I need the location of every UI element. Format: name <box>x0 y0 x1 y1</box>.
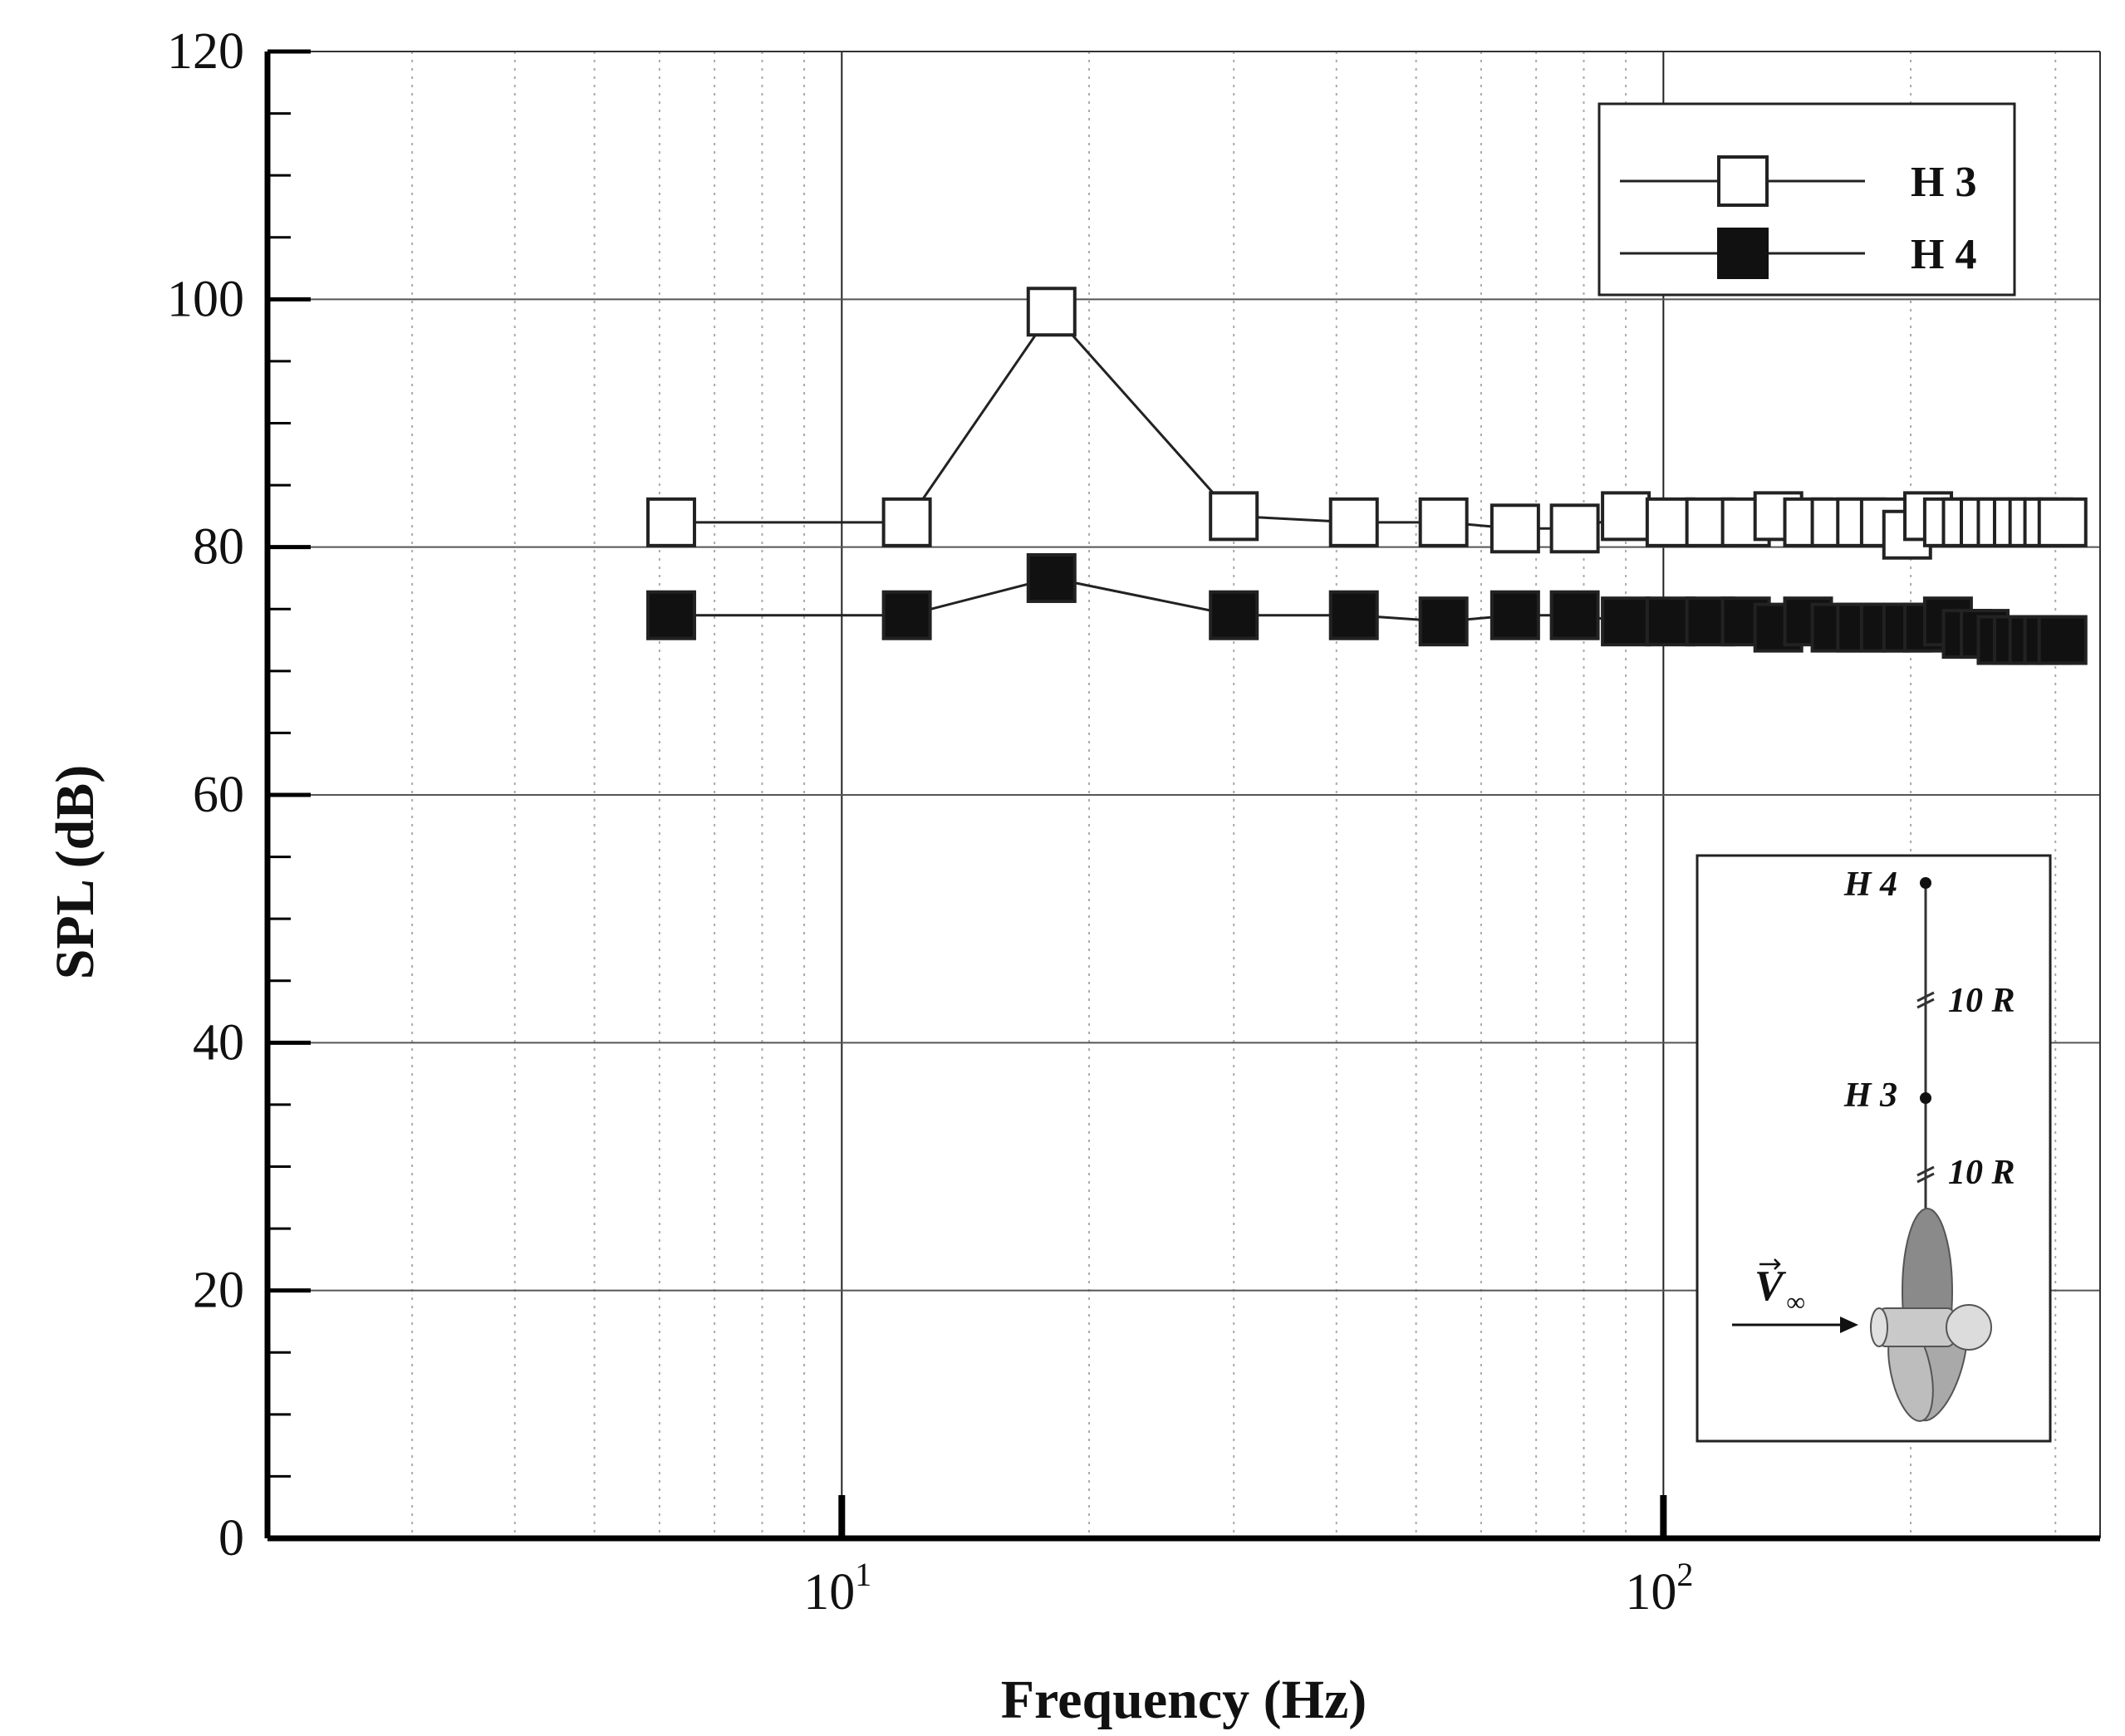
h3-data-point <box>1549 503 1600 554</box>
h3-data-point <box>1601 491 1651 542</box>
inset-arrow-head <box>1840 1317 1858 1333</box>
h4-data-point <box>1601 596 1651 647</box>
inset-break-lower <box>1916 1165 1935 1184</box>
legend-h4-label: H 4 <box>1911 231 1976 278</box>
inset-box <box>1696 854 2052 1443</box>
y-tick-label: 100 <box>167 271 244 327</box>
inset-break-upper <box>1916 991 1935 1009</box>
inset-distance-lower: 10 R <box>1948 1154 2015 1192</box>
h4-data-point <box>1489 590 1540 640</box>
y-axis-title: SPL (dB) <box>45 765 106 980</box>
h3-data-point <box>1026 287 1077 337</box>
h3-data-point <box>881 497 932 547</box>
y-tick-label: 60 <box>193 767 244 823</box>
x-tick-label: 102 <box>1625 1556 1693 1621</box>
y-tick-label: 40 <box>193 1014 244 1071</box>
h4-data-point <box>1418 596 1469 647</box>
x-axis-title: Frequency (Hz) <box>1001 1670 1367 1730</box>
inset-velocity-label: V <box>1754 1263 1787 1310</box>
h3-data-point <box>645 497 696 547</box>
h3-data-point <box>1328 497 1379 547</box>
y-tick-label: 80 <box>193 519 244 576</box>
inset-schematic: H 4 H 3 10 R 10 R V ∞ <box>1696 854 2052 1443</box>
legend-h3-marker <box>1717 155 1769 207</box>
h3-data-point <box>1489 503 1540 554</box>
h4-data-point <box>1328 590 1379 640</box>
inset-velocity-vector-mark <box>1759 1258 1781 1270</box>
h3-data-point <box>1209 491 1259 542</box>
x-tick-label: 101 <box>803 1556 871 1621</box>
legend-box <box>1597 102 2016 297</box>
y-tick-label: 20 <box>193 1263 244 1319</box>
h4-data-point <box>1549 590 1600 640</box>
data-series <box>645 287 2088 665</box>
h4-data-point <box>1026 552 1077 603</box>
inset-h3-point <box>1920 1092 1931 1104</box>
inset-h3-label: H 3 <box>1843 1076 1897 1115</box>
h4-data-point <box>645 590 696 640</box>
legend-h4-marker <box>1717 228 1769 279</box>
axis-ticks: 0 20 40 60 80 100 120 101 102 <box>167 23 1693 1621</box>
h4-data-point <box>881 590 932 640</box>
propeller-icon <box>1870 1208 1992 1422</box>
inset-velocity-subscript: ∞ <box>1786 1287 1805 1317</box>
h4-data-point <box>2037 615 2088 665</box>
y-tick-label: 120 <box>167 23 244 80</box>
inset-distance-upper: 10 R <box>1948 982 2015 1020</box>
inset-h4-label: H 4 <box>1843 866 1897 904</box>
legend: H 3 H 4 <box>1597 102 2016 297</box>
h3-data-point <box>1418 497 1469 547</box>
h4-data-point <box>1209 590 1259 640</box>
inset-h4-point <box>1920 877 1931 889</box>
h3-data-point <box>2037 497 2088 547</box>
legend-h3-label: H 3 <box>1911 159 1976 206</box>
y-tick-label: 0 <box>218 1510 244 1567</box>
